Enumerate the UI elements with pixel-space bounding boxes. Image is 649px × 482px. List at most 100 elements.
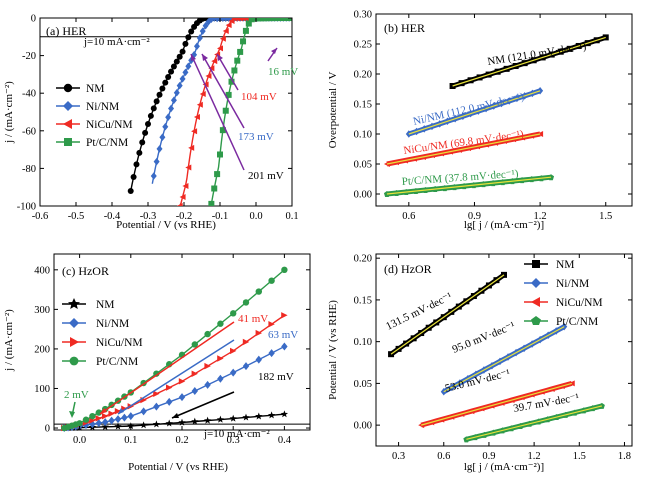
data-point [159,133,166,142]
x-axis-label: lg[ j / (mA·cm⁻²)] [464,219,544,231]
data-point [179,75,186,83]
axes: 0.0 0.1 0.2 0.3 0.4 0 100 200 300 400 [34,254,310,446]
data-point [219,35,226,42]
data-point [121,413,128,422]
legend-label: Ni/NM [556,278,589,290]
data-point [153,157,160,166]
data-point [159,85,166,92]
data-point [216,415,225,423]
x-tick-label: 0.0 [249,211,262,222]
data-point [203,416,212,424]
legend-label: NM [96,299,115,311]
data-point [208,65,215,72]
data-point [165,113,172,121]
y-tick-label: 100 [34,384,50,395]
plot-frame [375,13,633,207]
data-point [101,423,109,430]
fit-line [421,382,572,426]
data-point [162,123,169,131]
x-axis-label: lg[ j / (mA·cm⁻²)] [464,461,544,473]
annotation-ni-nm: 63 mV [268,329,298,341]
data-point [102,412,109,420]
data-point [140,407,147,416]
data-point [166,384,173,391]
x-tick-label: 0.6 [402,211,415,222]
x-axis-label: Potential / V (vs RHE) [116,219,216,231]
y-tick-label: 0.00 [354,421,372,432]
y-tick-label: 0 [31,14,36,25]
data-point [165,74,172,81]
x-tick-label: -0.2 [176,211,193,222]
data-point [178,418,186,426]
data-point [114,408,122,415]
data-point [222,27,229,34]
data-point [95,419,102,428]
legend-label: NM [556,259,575,271]
panel-c-hzor-polarization: 0.0 0.1 0.2 0.3 0.4 0 100 200 300 400 (c) HzOR j=… [3,253,311,473]
data-point [211,58,218,65]
data-point [205,18,212,26]
x-tick-label: 0.4 [278,435,292,446]
data-point [242,299,250,306]
y-tick-label: 0.05 [354,160,372,171]
legend-entry-ni-nm: Ni/NM [62,318,129,330]
data-point [179,194,186,201]
x-tick-label: 1.2 [534,211,547,222]
panel-title: (c) HzOR [62,264,109,278]
legend-entry-ni-nm: Ni/NM [56,101,119,113]
data-point [217,374,224,383]
data-point [204,330,211,338]
legend-label: Ni/NM [96,318,129,330]
data-point [196,34,203,42]
y-tick-label: 0.30 [354,10,372,21]
annotation-pt-c-nm: 2 mV [64,389,89,401]
data-point [89,412,96,420]
y-tick-label: 0.25 [354,40,372,51]
x-tick-label: -0.3 [140,211,157,222]
y-tick-label: -40 [22,89,36,100]
data-point [185,34,192,41]
data-point [156,91,163,98]
data-point [153,370,160,377]
x-tick-label: 1.8 [618,451,631,462]
x-tick-label: 0.2 [175,435,188,446]
x-tick-label: -0.6 [32,211,49,222]
data-point [268,321,275,328]
y-tick-label: 0.10 [354,130,372,141]
y-tick-label: -100 [17,202,36,213]
x-tick-label: 0.9 [468,211,481,222]
fit-line [386,176,552,195]
data-point [229,414,237,422]
y-axis-label: j / (mA·cm⁻²) [3,81,15,144]
x-axis-label: Potential / V (vs RHE) [128,461,228,473]
legend-label: Pt/C/NM [556,316,598,328]
data-point [168,104,175,113]
data-point [166,397,173,406]
data-point [82,416,90,423]
fit-line [466,405,603,440]
x-tick-label: 0.3 [227,435,240,446]
data-point [127,412,134,421]
data-point [208,18,215,23]
data-point [199,27,206,35]
legend-entry-pt-c-nm: Pt/C/NM [56,137,128,149]
y-tick-label: 300 [34,305,50,316]
data-point [102,418,109,427]
data-point [191,370,198,377]
data-point [255,412,263,420]
data-point [222,107,229,114]
panel-d-hzor-tafel: 0.3 0.6 0.9 1.2 1.5 1.8 0.00 0.05 0.10 0.15 0.20 (… [327,253,633,473]
legend-entry-nm: NM [56,83,105,95]
data-point [156,145,163,153]
y-axis-label: Overpotential / V [327,72,339,149]
tafel-label-ni-nm: Ni/NM (112.0 mV·dec⁻¹) [412,91,526,128]
annotation-nm: 201 mV [248,170,284,182]
data-point [228,78,235,85]
data-point [193,42,200,50]
data-point [168,68,175,75]
data-point [145,121,151,128]
y-tick-label: 0.05 [354,379,372,390]
legend-entry-nm: NM [62,298,115,311]
data-point [127,188,134,195]
